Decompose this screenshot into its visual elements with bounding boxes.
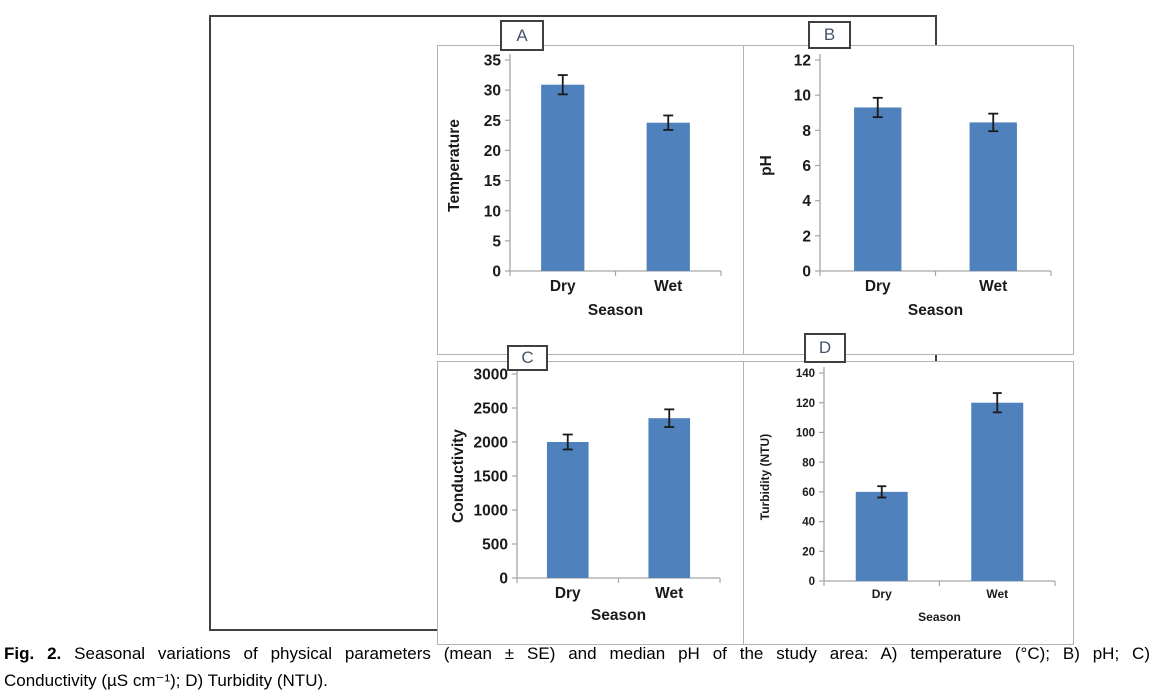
y-tick-label: 20	[484, 143, 501, 160]
y-tick-label: 8	[802, 123, 811, 140]
panel-label-b: B	[808, 21, 851, 49]
y-tick-label: 1500	[474, 469, 508, 486]
y-tick-label: 10	[794, 88, 811, 105]
bar-wet	[648, 418, 691, 578]
category-label: Wet	[979, 278, 1007, 295]
y-tick-label: 30	[484, 83, 501, 100]
y-tick-label: 15	[484, 173, 502, 190]
caption-line-2: Conductivity (µS cm⁻¹); D) Turbidity (NT…	[4, 671, 328, 690]
bar-dry	[546, 442, 589, 578]
panel-label-c: C	[507, 345, 548, 371]
panel-letter-c: C	[521, 348, 534, 367]
x-axis-title: Season	[588, 302, 643, 319]
caption-fig-number: Fig. 2.	[4, 644, 62, 663]
bar-wet	[971, 402, 1024, 581]
y-tick-label: 0	[492, 264, 501, 281]
category-label: Wet	[655, 585, 683, 602]
y-tick-label: 140	[796, 368, 815, 380]
category-label: Wet	[654, 278, 682, 295]
panel-temperature: 0 5 10 15 20 25 30 35 Dry Wet Season Temperature	[437, 45, 744, 355]
panel-label-a: A	[500, 20, 544, 51]
category-label: Dry	[865, 278, 891, 295]
y-axis-title: pH	[758, 155, 775, 176]
category-label: Dry	[550, 278, 576, 295]
y-tick-label: 2000	[474, 435, 508, 452]
bar-dry	[854, 107, 902, 271]
y-tick-label: 2500	[474, 401, 508, 418]
caption-line-1: Fig. 2. Seasonal variations of physical …	[4, 640, 1150, 667]
y-axis-title: Conductivity	[450, 429, 467, 523]
panel-conductivity: 0 500 1000 1500 2000 2500 3000 Dry Wet Season Cond…	[437, 361, 744, 645]
ph-bar-chart: 0 2 4 6 8 10 12 Dry Wet Season pH	[758, 53, 1052, 319]
y-tick-label: 12	[794, 53, 811, 70]
y-tick-label: 5	[492, 233, 501, 250]
y-tick-label: 2	[802, 228, 811, 245]
panel-turbidity: 0 20 40 60 80 100 120 140 Dry Wet Season Turbidity …	[743, 361, 1074, 645]
panel-ph: 0 2 4 6 8 10 12 Dry Wet Season pH	[743, 45, 1074, 355]
y-tick-label: 6	[802, 158, 811, 175]
panel-label-d: D	[804, 333, 846, 363]
panel-letter-a: A	[516, 25, 528, 45]
y-tick-label: 25	[484, 113, 502, 130]
bar-wet	[646, 122, 690, 271]
y-tick-label: 0	[802, 264, 811, 281]
y-tick-label: 40	[802, 517, 815, 529]
x-axis-title: Season	[591, 607, 646, 624]
y-tick-label: 0	[809, 576, 815, 588]
temperature-bar-chart: 0 5 10 15 20 25 30 35 Dry Wet Season Temperature	[446, 53, 722, 319]
y-tick-label: 100	[796, 428, 815, 440]
y-tick-label: 0	[499, 571, 508, 588]
y-tick-label: 500	[482, 537, 508, 554]
category-label: Wet	[986, 587, 1008, 601]
bar-wet	[969, 122, 1017, 271]
category-label: Dry	[555, 585, 581, 602]
figure-caption: Fig. 2. Seasonal variations of physical …	[4, 640, 1150, 694]
panel-letter-d: D	[818, 338, 832, 357]
y-tick-label: 1000	[474, 503, 508, 520]
y-axis-title: Temperature	[446, 119, 463, 212]
caption-line-1-text: Seasonal variations of physical paramete…	[61, 644, 1150, 663]
y-tick-label: 80	[802, 457, 815, 469]
y-tick-label: 10	[484, 203, 501, 220]
conductivity-bar-chart: 0 500 1000 1500 2000 2500 3000 Dry Wet Season Cond…	[450, 367, 721, 624]
y-tick-label: 4	[802, 193, 811, 210]
bar-dry	[855, 491, 908, 581]
y-tick-label: 20	[802, 546, 815, 558]
x-axis-title: Season	[908, 302, 963, 319]
y-tick-label: 35	[484, 53, 502, 70]
y-tick-label: 120	[796, 398, 815, 410]
bar-dry	[541, 84, 585, 271]
y-axis-title: Turbidity (NTU)	[758, 434, 772, 520]
panel-letter-b: B	[823, 25, 836, 44]
turbidity-bar-chart: 0 20 40 60 80 100 120 140 Dry Wet Season Turbidity …	[758, 367, 1056, 624]
category-label: Dry	[872, 587, 892, 601]
x-axis-title: Season	[918, 610, 961, 624]
y-tick-label: 60	[802, 487, 815, 499]
y-tick-label: 3000	[474, 367, 508, 384]
